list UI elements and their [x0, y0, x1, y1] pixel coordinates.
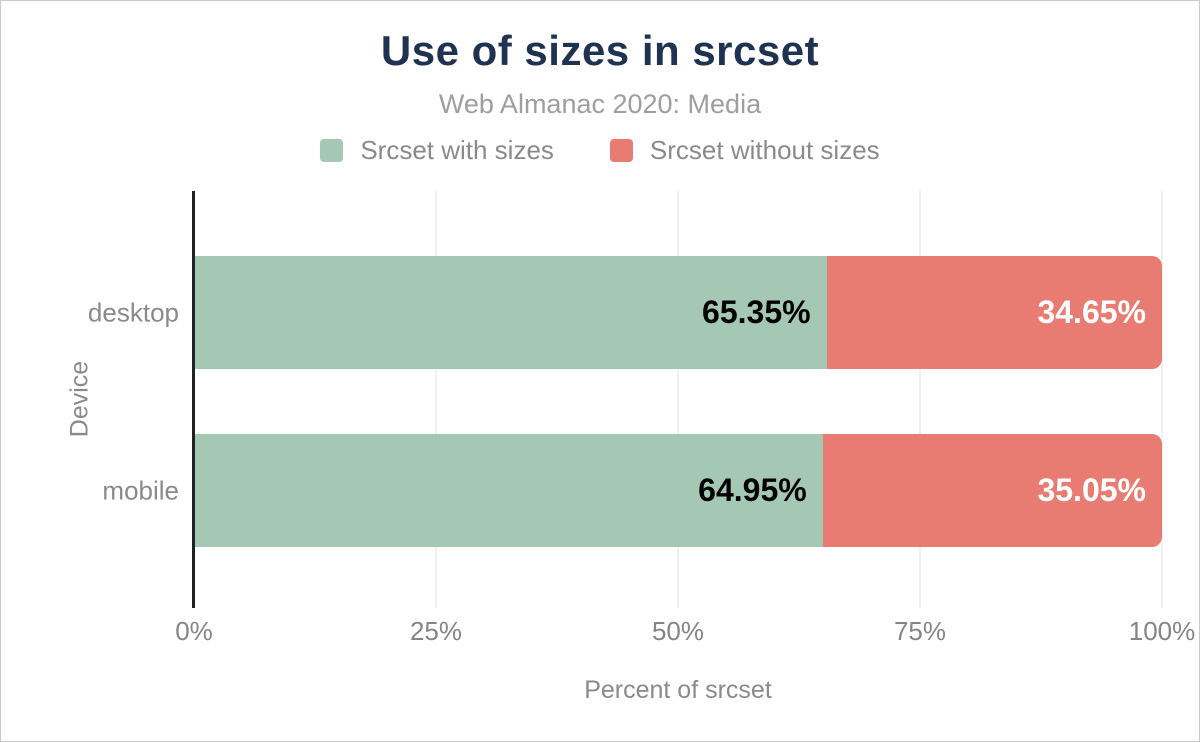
bar-segment-srcset-without-sizes-mobile: 35.05% [822, 434, 1162, 547]
x-tick-label-75-: 75% [893, 616, 947, 646]
x-tick-label-50-: 50% [651, 616, 705, 646]
gridline-75- [919, 191, 921, 608]
bar-row-mobile: 64.95% 35.05% [194, 434, 1162, 547]
chart-title: Use of sizes in srcset [380, 27, 820, 74]
legend-item-srcset-with-sizes: Srcset with sizes [320, 135, 554, 165]
legend-swatch-srcset-without-sizes-icon [609, 138, 633, 162]
gridline-50- [677, 191, 679, 608]
legend: Srcset with sizes Srcset without sizes [1, 135, 1199, 165]
x-axis-ticks: 0% 25% 50% 75% 100% [175, 615, 1195, 649]
category-label-desktop: desktop [87, 297, 179, 327]
bar-value-label-desktop-srcset-without-sizes: 34.65% [1037, 294, 1146, 330]
bar-segment-srcset-with-sizes-mobile: 64.95% [194, 434, 823, 547]
x-axis-title: Percent of srcset [584, 676, 772, 704]
bar-value-label-mobile-srcset-with-sizes: 64.95% [698, 472, 807, 508]
x-tick-label-0-: 0% [175, 616, 213, 646]
category-label-mobile: mobile [102, 475, 179, 505]
gridline-25- [435, 191, 437, 608]
bar-value-label-desktop-srcset-with-sizes: 65.35% [702, 294, 811, 330]
bar-segment-srcset-without-sizes-desktop: 34.65% [826, 256, 1162, 369]
legend-label: Srcset with sizes [360, 135, 554, 165]
y-axis-line [192, 191, 195, 608]
gridline-100- [1161, 191, 1163, 608]
bar-segment-srcset-with-sizes-desktop: 65.35% [194, 256, 827, 369]
category-axis: desktop mobile [1, 191, 179, 608]
x-tick-label-25-: 25% [409, 616, 463, 646]
bar-row-desktop: 65.35% 34.65% [194, 256, 1162, 369]
x-tick-label-100-: 100% [1128, 616, 1196, 646]
legend-item-srcset-without-sizes: Srcset without sizes [609, 135, 880, 165]
y-axis-title: Device [65, 360, 94, 438]
plot-area: 65.35% 34.65% 64.95% 35.05% [192, 191, 1163, 608]
bar-value-label-mobile-srcset-without-sizes: 35.05% [1037, 472, 1146, 508]
legend-swatch-srcset-with-sizes-icon [320, 138, 344, 162]
legend-label: Srcset without sizes [649, 135, 880, 165]
chart-subtitle: Web Almanac 2020: Media [438, 89, 762, 119]
